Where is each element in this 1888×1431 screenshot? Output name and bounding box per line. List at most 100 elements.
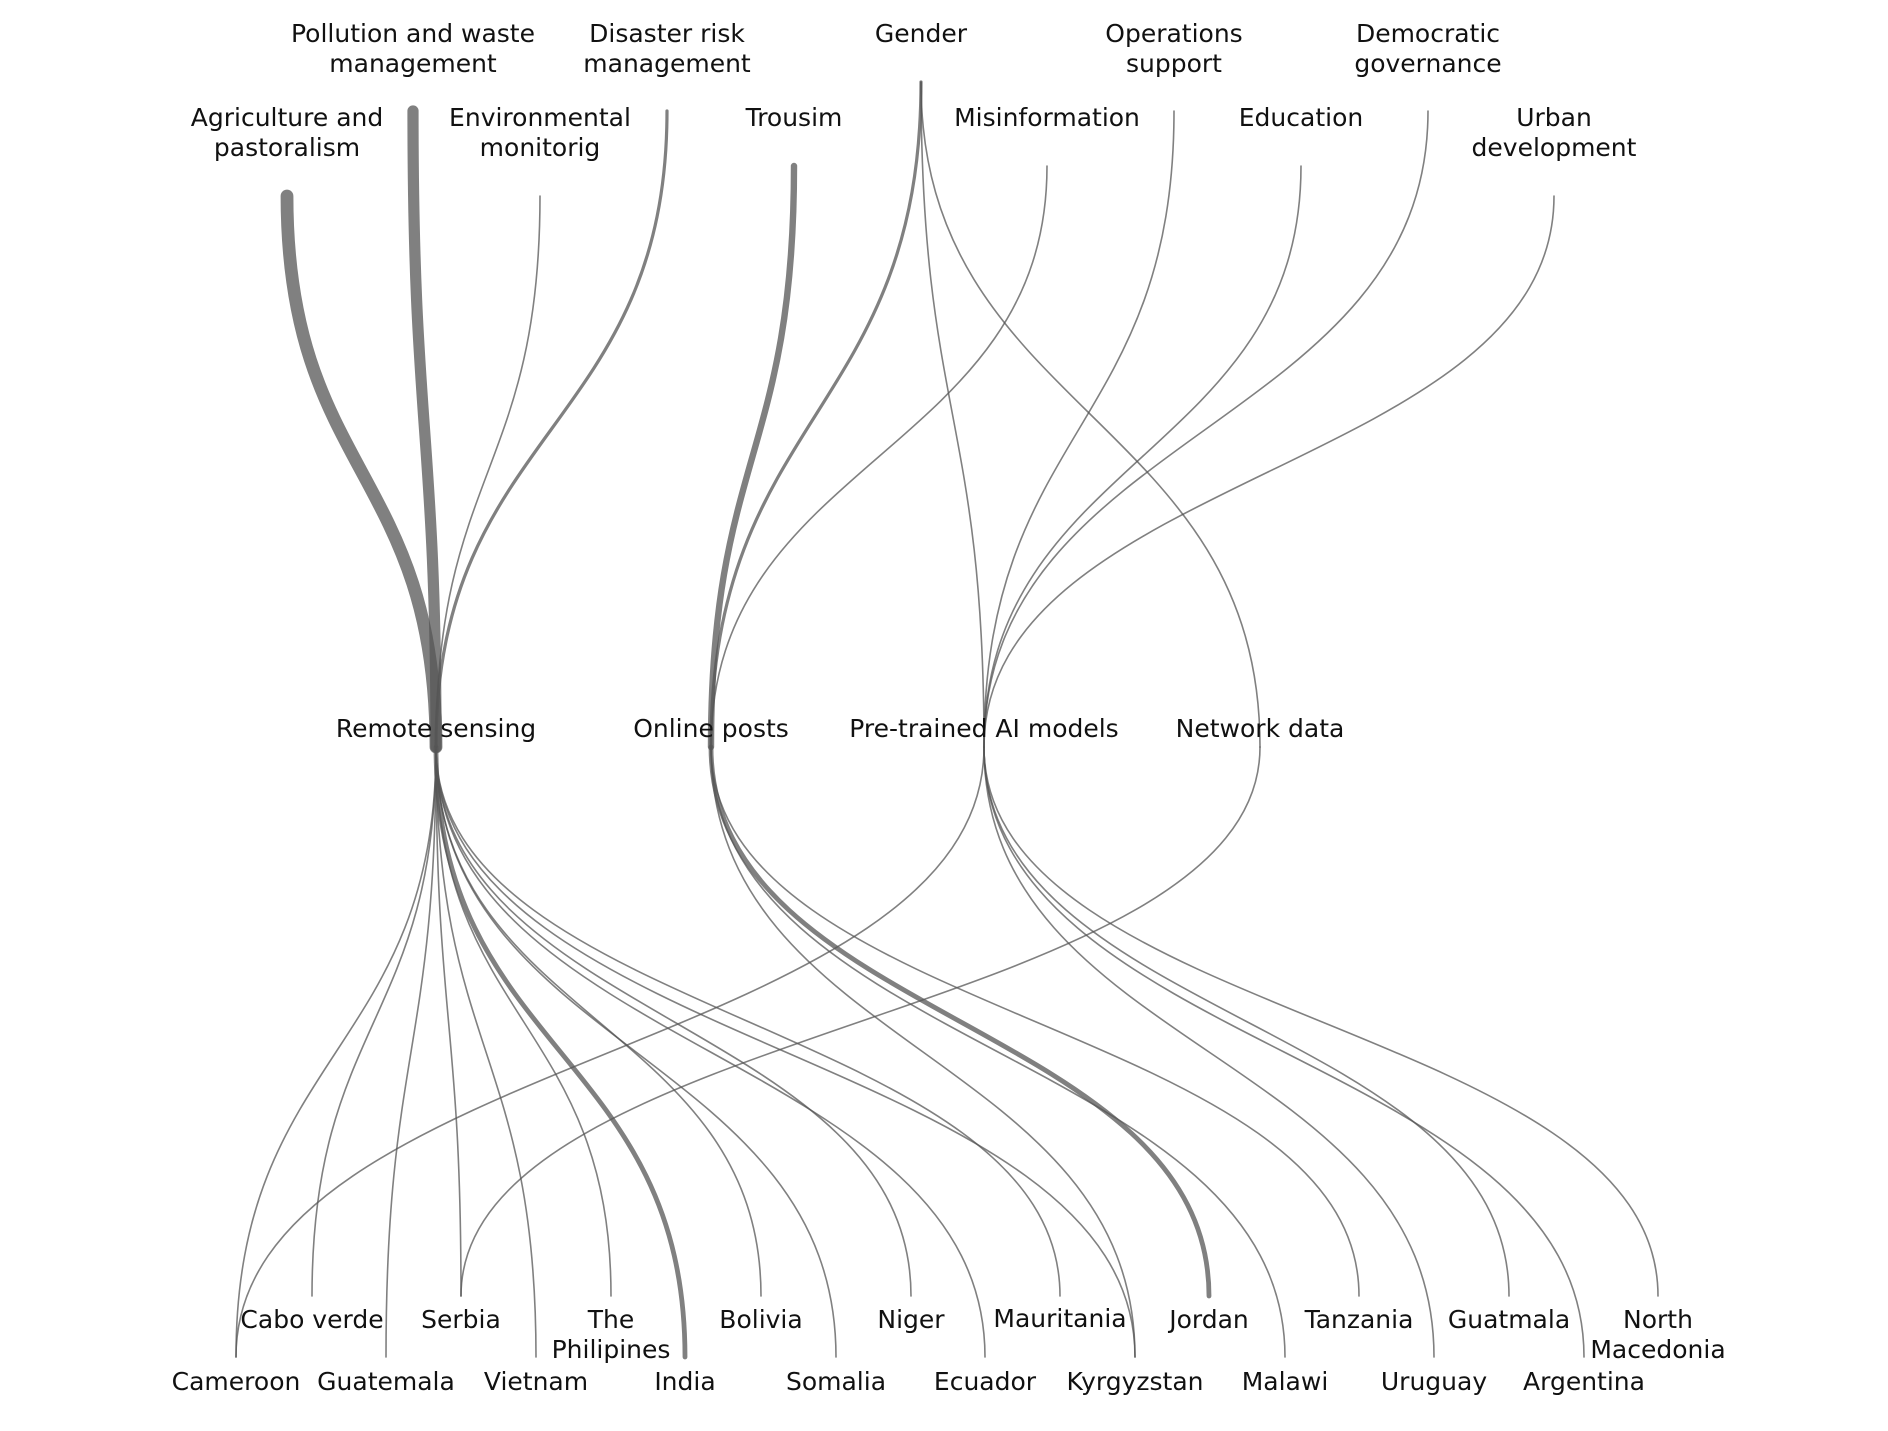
- sector-label-envmon-line: monitorig: [480, 133, 601, 162]
- country-label-caboverde-line: Cabo verde: [240, 1305, 383, 1334]
- source-label-ai: Pre-trained AI models: [849, 714, 1118, 743]
- sector-label-urban-line: Urban: [1516, 103, 1592, 132]
- country-label-tanzania-line: Tanzania: [1304, 1305, 1414, 1334]
- country-label-philippines: The Philipines: [552, 1305, 671, 1364]
- sector-label-democratic-line: governance: [1354, 49, 1501, 78]
- sector-label-disaster-line: Disaster risk: [589, 19, 745, 48]
- country-label-mauritania: Mauritania: [993, 1304, 1126, 1333]
- country-label-malawi: Malawi: [1242, 1367, 1329, 1396]
- country-label-jordan-line: Jordan: [1167, 1305, 1249, 1334]
- sector-label-ops-line: Operations: [1105, 19, 1242, 48]
- sector-label-tourism-line: Trousim: [745, 103, 843, 132]
- link-ai-to-uruguay: [983, 746, 1435, 1358]
- sector-label-ops: Operations support: [1105, 19, 1242, 78]
- sector-label-pollution: Pollution and waste management: [291, 19, 535, 78]
- country-label-vietnam: Vietnam: [484, 1367, 588, 1396]
- country-label-caboverde: Cabo verde: [240, 1305, 383, 1334]
- country-label-serbia: Serbia: [421, 1305, 501, 1334]
- sector-label-education-line: Education: [1239, 103, 1363, 132]
- country-label-somalia: Somalia: [786, 1367, 886, 1396]
- country-label-philippines-line: The: [587, 1305, 635, 1334]
- source-label-rs: Remote sensing: [336, 714, 536, 743]
- country-label-cameroon-line: Cameroon: [172, 1367, 301, 1396]
- country-label-uruguay-line: Uruguay: [1381, 1367, 1487, 1396]
- sector-label-agri-line: pastoralism: [214, 133, 360, 162]
- link-gender-to-nd: [920, 81, 1261, 748]
- country-label-bolivia-line: Bolivia: [719, 1305, 802, 1334]
- link-pollution-to-rs: [407, 105, 442, 753]
- link-nd-to-serbia: [460, 746, 1261, 1297]
- sector-label-democratic: Democratic governance: [1354, 19, 1501, 78]
- sector-label-ops-line: support: [1126, 49, 1222, 78]
- country-label-cameroon: Cameroon: [172, 1367, 301, 1396]
- link-rs-to-kyrgyzstan: [435, 746, 1136, 1358]
- link-agri-to-rs: [280, 189, 443, 754]
- sector-label-disaster: Disaster risk management: [583, 19, 751, 78]
- link-ai-to-cameroon: [235, 746, 985, 1358]
- country-label-niger: Niger: [877, 1305, 945, 1334]
- link-urban-to-ai: [983, 195, 1555, 748]
- link-rs-to-caboverde: [311, 746, 437, 1297]
- sector-label-envmon: Environmental monitorig: [449, 103, 631, 162]
- country-label-vietnam-line: Vietnam: [484, 1367, 588, 1396]
- sector-label-gender-line: Gender: [875, 19, 968, 48]
- link-tourism-to-op: [707, 162, 798, 751]
- country-label-guatemala-line: Guatemala: [317, 1367, 455, 1396]
- link-op-to-kyrgyzstan: [710, 746, 1136, 1358]
- country-label-argentina-line: Argentina: [1523, 1367, 1645, 1396]
- sector-label-disaster-line: management: [583, 49, 751, 78]
- country-label-india: India: [654, 1367, 715, 1396]
- country-label-somalia-line: Somalia: [786, 1367, 886, 1396]
- link-gender-to-ai: [920, 81, 985, 748]
- country-label-argentina: Argentina: [1523, 1367, 1645, 1396]
- sector-label-agri: Agriculture and pastoralism: [191, 103, 383, 162]
- country-label-philippines-line: Philipines: [552, 1335, 671, 1364]
- link-rs-to-serbia: [435, 746, 462, 1297]
- link-gender-to-op: [709, 80, 923, 749]
- sector-label-urban: Urban development: [1472, 103, 1637, 162]
- sector-label-pollution-line: management: [329, 49, 497, 78]
- country-label-kyrgyzstan-line: Kyrgyzstan: [1067, 1367, 1204, 1396]
- country-label-niger-line: Niger: [877, 1305, 945, 1334]
- link-rs-to-vietnam: [435, 746, 537, 1358]
- link-rs-to-somalia: [435, 746, 837, 1358]
- link-ai-to-argentina: [983, 746, 1585, 1358]
- link-rs-to-ecuador: [435, 746, 986, 1358]
- link-rs-to-cameroon: [235, 746, 437, 1358]
- link-ai-to-guatmala: [983, 746, 1510, 1297]
- country-label-serbia-line: Serbia: [421, 1305, 501, 1334]
- sector-label-democratic-line: Democratic: [1356, 19, 1500, 48]
- sector-label-agri-line: Agriculture and: [191, 103, 383, 132]
- link-rs-to-guatemala: [385, 746, 437, 1358]
- country-label-malawi-line: Malawi: [1242, 1367, 1329, 1396]
- sector-label-gender: Gender: [875, 19, 968, 48]
- link-op-to-tanzania: [710, 746, 1360, 1297]
- link-rs-to-bolivia: [435, 746, 762, 1297]
- source-label-op: Online posts: [633, 714, 789, 743]
- sector-label-tourism: Trousim: [745, 103, 843, 132]
- link-envmon-to-rs: [435, 195, 541, 748]
- sector-label-misinfo-line: Misinformation: [954, 103, 1140, 132]
- link-op-to-jordan: [708, 744, 1212, 1299]
- country-label-northmacedonia-line: North: [1623, 1305, 1693, 1334]
- link-rs-to-india: [433, 744, 688, 1360]
- link-rs-to-niger: [435, 746, 912, 1297]
- link-misinfo-to-op: [710, 165, 1048, 748]
- sector-label-envmon-line: Environmental: [449, 103, 631, 132]
- country-label-kyrgyzstan: Kyrgyzstan: [1067, 1367, 1204, 1396]
- link-ai-to-northmacedonia: [983, 746, 1659, 1297]
- sector-label-misinfo: Misinformation: [954, 103, 1140, 132]
- link-disaster-to-rs: [434, 109, 669, 749]
- country-label-tanzania: Tanzania: [1304, 1305, 1414, 1334]
- country-label-northmacedonia: North Macedonia: [1590, 1305, 1725, 1364]
- link-democratic-to-ai: [983, 110, 1429, 748]
- node-labels: Agriculture and pastoralism Pollution and …: [172, 19, 1726, 1396]
- link-rs-to-philippines: [435, 746, 612, 1297]
- country-label-uruguay: Uruguay: [1381, 1367, 1487, 1396]
- country-label-ecuador-line: Ecuador: [934, 1367, 1037, 1396]
- sector-label-pollution-line: Pollution and waste: [291, 19, 535, 48]
- country-label-guatmala-line: Guatmala: [1448, 1305, 1570, 1334]
- source-label-nd: Network data: [1176, 714, 1345, 743]
- country-label-jordan: Jordan: [1167, 1305, 1249, 1334]
